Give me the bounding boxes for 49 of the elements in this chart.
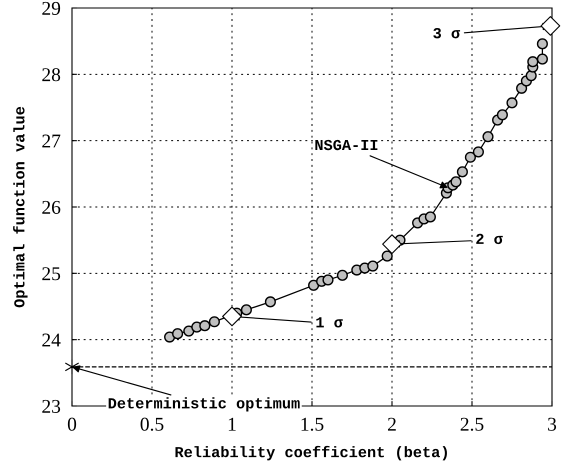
x-axis-title: Reliability coefficient (beta) [175, 446, 447, 460]
annotation: Deterministic optimum [108, 397, 300, 412]
point [464, 152, 476, 163]
y-tick-label: 28 [42, 68, 60, 82]
x-tick-label: 3 [548, 418, 556, 431]
y-tick-label: 25 [42, 267, 60, 280]
point [199, 320, 210, 332]
annotation: 3 σ [433, 28, 460, 38]
point [183, 325, 194, 337]
point [482, 131, 494, 142]
point [450, 176, 462, 188]
point [172, 328, 184, 340]
annotation: NSGA-II [315, 140, 378, 150]
x-tick-label: 0 [68, 418, 76, 431]
point [222, 306, 242, 326]
y-tick-label: 24 [42, 334, 61, 346]
point [536, 38, 548, 50]
annotation: 2 σ [476, 234, 503, 244]
x-tick-label: 0.5 [140, 418, 164, 431]
point [382, 250, 393, 262]
y-axis-title: Optimal function value [13, 106, 28, 308]
point [516, 82, 528, 94]
point [424, 211, 436, 223]
point [322, 274, 334, 286]
point [456, 166, 468, 178]
y-tick-label: 26 [42, 200, 60, 214]
x-tick-label: 1.5 [302, 418, 324, 431]
y-tick-label: 29 [42, 2, 60, 15]
y-tick-label: 27 [42, 134, 60, 148]
point [536, 54, 548, 65]
point [208, 316, 220, 328]
point [540, 16, 560, 36]
x-tick-label: 2.5 [460, 418, 484, 431]
x-tick-label: 2 [388, 418, 396, 431]
point [65, 359, 79, 375]
point [308, 280, 320, 291]
y-tick-label: 23 [42, 400, 60, 413]
point [367, 260, 378, 272]
point [527, 56, 538, 68]
point [496, 109, 508, 120]
point [506, 97, 518, 108]
annotation: 1 σ [316, 317, 343, 328]
point [472, 146, 484, 158]
point [264, 296, 276, 308]
point [240, 304, 252, 316]
x-tick-label: 1 [228, 418, 236, 431]
point [382, 234, 402, 254]
point [336, 270, 348, 281]
point [526, 70, 537, 82]
